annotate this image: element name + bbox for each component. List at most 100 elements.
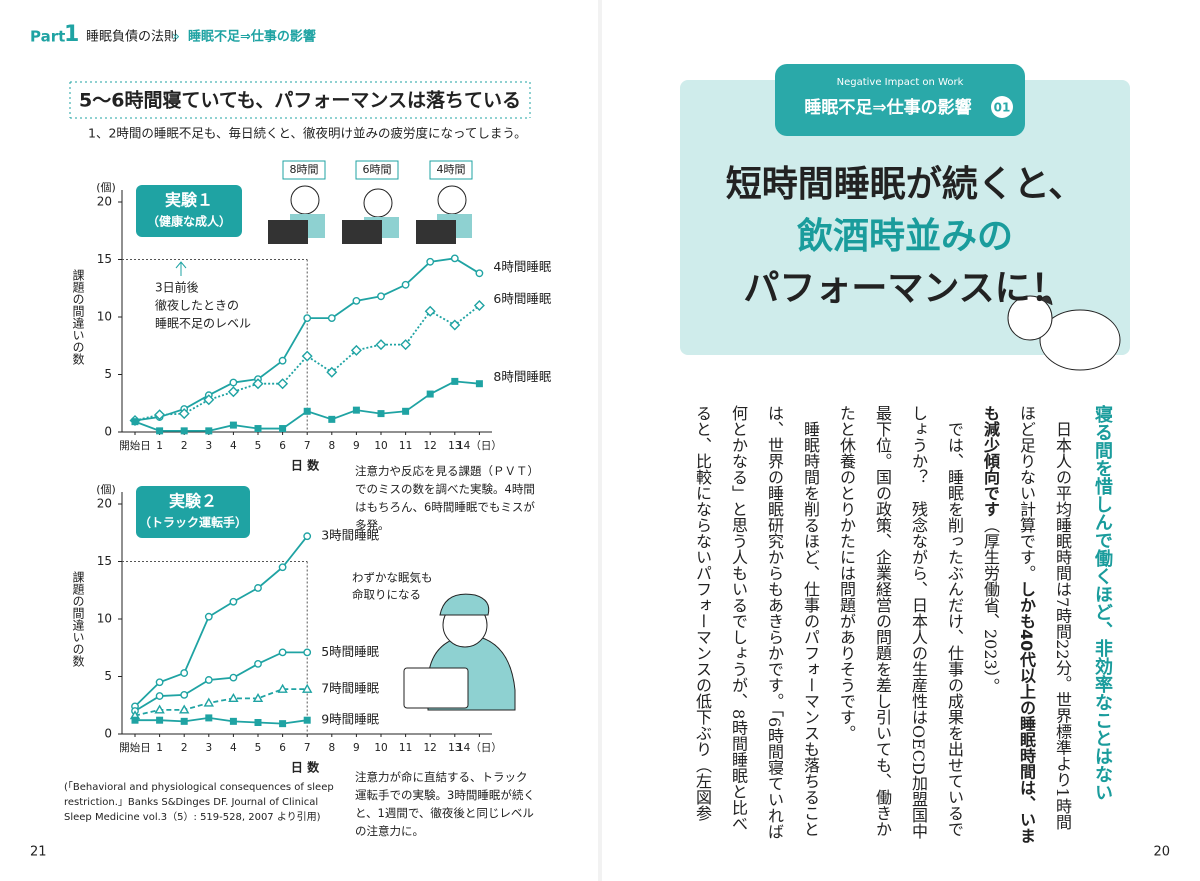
y-axis-label: 課題の間違いの数 xyxy=(71,268,85,366)
annotation: 3日前後 xyxy=(155,280,199,295)
marker xyxy=(327,314,336,323)
marker xyxy=(277,378,289,390)
x-tick-label: 5 xyxy=(255,440,262,452)
marker xyxy=(352,296,361,305)
marker xyxy=(252,692,264,703)
marker xyxy=(227,386,239,398)
x-tick-label: 2 xyxy=(181,440,188,452)
marker xyxy=(328,415,336,423)
x-tick-label: 開始日 xyxy=(119,741,151,754)
marker xyxy=(278,648,287,657)
marker xyxy=(303,532,312,541)
marker xyxy=(155,692,164,700)
badge-subtitle: （トラック運転手） xyxy=(139,515,247,530)
emphasis: しかも40代以上の睡眠時間は、いまも減少傾向です xyxy=(981,405,1036,844)
series-label: 6時間睡眠 xyxy=(493,291,551,306)
badge xyxy=(136,486,250,538)
paragraph: では、睡眠を削ったぶんだけ、仕事の成果を出せているでしょうか？ 残念ながら、日本… xyxy=(828,405,972,845)
marker xyxy=(203,394,215,406)
marker xyxy=(279,720,287,728)
marker xyxy=(377,292,385,301)
marker xyxy=(401,280,410,289)
marker xyxy=(203,697,215,707)
laptop xyxy=(268,220,308,244)
marker xyxy=(178,704,190,714)
annotation: 徹夜したときの xyxy=(155,298,239,313)
series-line xyxy=(134,535,308,708)
marker xyxy=(229,673,238,682)
marker xyxy=(229,378,238,387)
headline: 飲酒時並みの xyxy=(797,216,1013,257)
y-tick-label: 5 xyxy=(104,669,112,683)
marker xyxy=(180,717,188,725)
marker xyxy=(254,425,262,433)
marker xyxy=(204,612,213,621)
marker xyxy=(156,716,164,724)
y-tick-label: 10 xyxy=(97,612,112,626)
marker xyxy=(279,425,287,433)
marker xyxy=(229,421,237,429)
illustration-label: 6時間 xyxy=(363,163,392,176)
illustration-tag xyxy=(355,160,399,180)
headline: パフォーマンスに！ xyxy=(743,268,1066,309)
page-number: 21 xyxy=(30,845,47,860)
y-tick-label: 15 xyxy=(97,554,112,568)
marker xyxy=(154,409,166,421)
x-tick-label: 9 xyxy=(353,742,360,754)
annotation-arrow xyxy=(175,261,187,269)
label-number: 01 xyxy=(994,101,1011,115)
title-tab xyxy=(775,64,1025,136)
marker xyxy=(426,257,435,266)
marker xyxy=(180,427,188,435)
marker xyxy=(303,716,311,724)
callout: 命取りになる xyxy=(352,588,421,602)
text-run: では、睡眠を削ったぶんだけ、仕事の成果を出せているでしょうか？ 残念ながら、日本… xyxy=(837,405,964,839)
gutter xyxy=(598,0,602,881)
label-badge xyxy=(991,96,1013,118)
cat-body xyxy=(1039,309,1121,371)
marker xyxy=(449,319,461,331)
marker xyxy=(326,366,338,378)
part-label: Part xyxy=(30,28,65,46)
marker xyxy=(229,597,238,606)
cat-head xyxy=(1007,295,1053,341)
marker xyxy=(254,719,262,726)
illustration-tag xyxy=(282,160,326,180)
x-tick-label: 10 xyxy=(374,742,387,754)
marker xyxy=(301,683,313,693)
marker xyxy=(475,380,483,388)
marker xyxy=(426,390,434,398)
x-tick-label: 1 xyxy=(156,440,163,452)
person xyxy=(363,188,393,218)
lead: 寝る間を惜しんで働くほど、非効率なことはない xyxy=(1092,405,1113,801)
marker xyxy=(155,678,164,687)
marker xyxy=(254,584,262,592)
x-tick-label: 12 xyxy=(424,742,437,754)
text-run: 睡眠時間を削るほど、仕事のパフォーマンスも落ちることは、世界の睡眠研究からもあき… xyxy=(693,405,820,840)
marker xyxy=(228,692,239,703)
x-tick-label: 4 xyxy=(230,742,237,754)
figure-note: 注意力や反応を見る課題（ＰＶＴ）でのミスの数を調べた実験。4時間はもちろん、6時… xyxy=(355,464,535,532)
marker xyxy=(131,716,139,724)
marker xyxy=(424,305,436,317)
series-line xyxy=(134,688,308,717)
paragraph: 睡眠時間を削るほど、仕事のパフォーマンスも落ちることは、世界の睡眠研究からもあき… xyxy=(680,405,828,845)
x-tick-label: 11 xyxy=(399,440,412,452)
marker xyxy=(178,408,190,420)
headline: 短時間睡眠が続くと、 xyxy=(726,164,1085,205)
marker xyxy=(131,418,139,426)
x-tick-label: 6 xyxy=(279,742,286,754)
marker xyxy=(278,356,287,365)
driver-cap xyxy=(439,593,490,616)
x-axis-label: 日 数 xyxy=(291,760,320,775)
y-tick-label: 20 xyxy=(97,497,112,511)
series-label: 8時間睡眠 xyxy=(493,369,551,384)
laptop xyxy=(403,667,469,709)
callout: わずかな眠気も xyxy=(352,571,433,585)
marker xyxy=(475,269,484,278)
y-tick-label: 0 xyxy=(104,727,112,741)
marker xyxy=(303,314,312,323)
chapter: 睡眠負債の法則 xyxy=(86,30,177,45)
marker xyxy=(303,407,311,415)
